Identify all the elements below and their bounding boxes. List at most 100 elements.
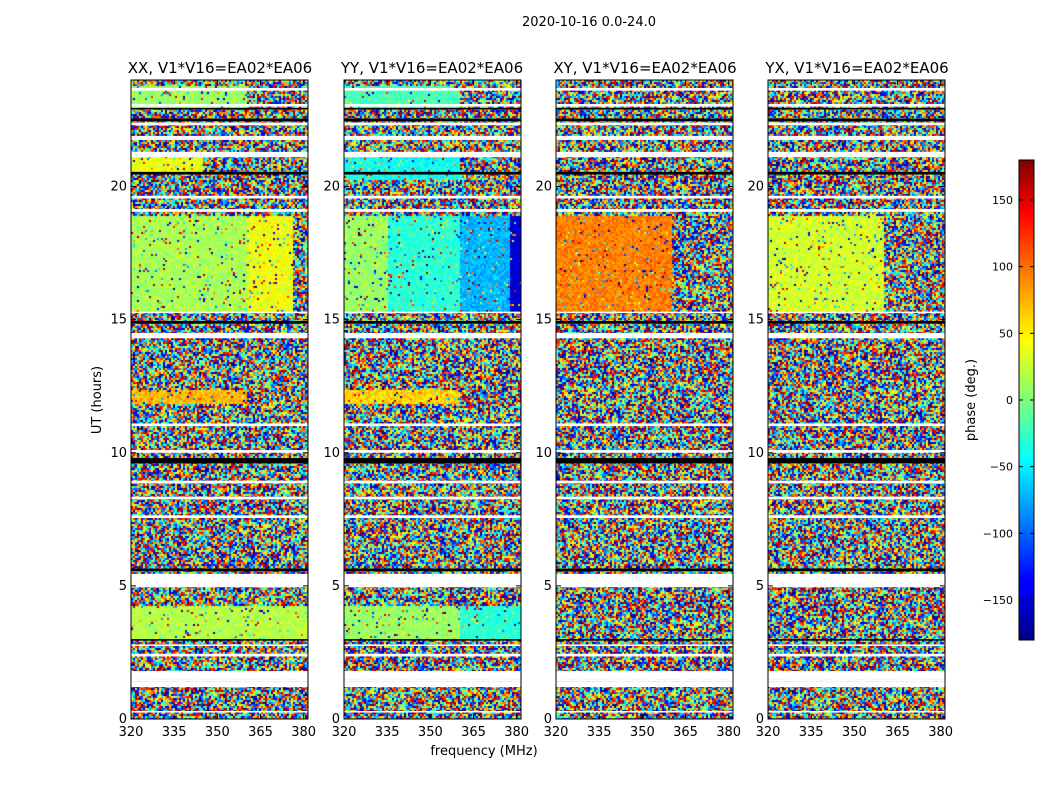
missing-band <box>131 107 308 110</box>
flagged-band <box>556 209 733 212</box>
flagged-band <box>344 423 521 427</box>
heatmap-image <box>768 80 945 719</box>
flagged-band <box>344 711 521 713</box>
x-tick-label: 335 <box>162 725 187 740</box>
flagged-band <box>131 579 308 581</box>
colorbar-tick-label: −150 <box>983 594 1013 607</box>
y-axis: 0 5 10 15 20 <box>110 180 308 727</box>
y-tick-label: 0 <box>756 712 764 727</box>
plot-frame <box>130 79 309 720</box>
flagged-band <box>344 332 521 339</box>
flagged-band <box>344 135 521 140</box>
flagged-band <box>344 480 521 484</box>
flagged-band <box>556 496 733 500</box>
flagged-band <box>131 332 308 339</box>
phase-heatmap <box>768 80 945 719</box>
flagged-band <box>344 679 521 682</box>
flagged-band <box>768 209 945 212</box>
colorbar-tick-label: 150 <box>992 194 1013 207</box>
missing-band <box>344 107 521 110</box>
flagged-band <box>131 711 308 713</box>
flagged-band <box>768 151 945 158</box>
flagged-band <box>556 681 733 688</box>
flagged-band <box>131 135 308 140</box>
x-tick-label: 365 <box>248 725 273 740</box>
y-tick-label: 20 <box>110 180 127 195</box>
phase-heatmap <box>131 80 308 719</box>
missing-band <box>556 107 733 110</box>
y-tick-label: 10 <box>535 446 552 461</box>
colorbar: 150 100 50 0 −50 −100 −150 phase (deg.) <box>964 159 1035 641</box>
flagged-band <box>131 681 308 688</box>
missing-band <box>768 118 945 122</box>
missing-band <box>344 639 521 641</box>
x-tick-label: 350 <box>842 725 867 740</box>
missing-band <box>768 568 945 572</box>
panel-title: YY, V1*V16=EA02*EA06 <box>340 59 523 77</box>
missing-band <box>344 171 521 175</box>
missing-band <box>768 639 945 641</box>
x-tick-label: 365 <box>461 725 486 740</box>
colorbar-tick-label: 100 <box>992 261 1013 274</box>
missing-band <box>131 320 308 324</box>
missing-band <box>768 171 945 175</box>
colorbar-tick-label: 50 <box>999 327 1013 340</box>
flagged-band <box>768 423 945 427</box>
x-tick-label: 335 <box>799 725 824 740</box>
flagged-band <box>344 450 521 453</box>
missing-band <box>556 320 733 324</box>
flagged-band <box>344 122 521 126</box>
y-tick-label: 5 <box>119 579 127 594</box>
x-tick-label: 320 <box>756 725 781 740</box>
colorbar-tick-label: −100 <box>983 527 1013 540</box>
flagged-band <box>768 135 945 140</box>
panel-xy: XY, V1*V16=EA02*EA06 320 335 350 365 380 0 5 1… <box>535 59 741 740</box>
y-axis: 0 5 10 15 20 <box>535 180 733 727</box>
colorbar-label: phase (deg.) <box>964 359 979 441</box>
panel-yx: YX, V1*V16=EA02*EA06 320 335 350 365 380 0 5 1… <box>747 59 953 740</box>
missing-band <box>344 568 521 572</box>
flagged-band <box>556 423 733 427</box>
flagged-band <box>556 579 733 581</box>
y-axis-label: UT (hours) <box>90 366 105 434</box>
x-axis: 320 335 350 365 380 <box>119 80 316 740</box>
y-tick-label: 10 <box>747 446 764 461</box>
flagged-band <box>344 496 521 500</box>
panel-title: YX, V1*V16=EA02*EA06 <box>764 59 948 77</box>
y-tick-label: 5 <box>332 579 340 594</box>
y-tick-label: 15 <box>110 313 127 328</box>
flagged-band <box>768 681 945 688</box>
flagged-band <box>131 450 308 453</box>
flagged-band <box>131 496 308 500</box>
x-tick-label: 380 <box>928 725 953 740</box>
flagged-band <box>556 122 733 126</box>
y-tick-label: 0 <box>119 712 127 727</box>
y-tick-label: 10 <box>110 446 127 461</box>
flagged-band <box>768 579 945 581</box>
missing-band <box>556 118 733 122</box>
y-tick-label: 15 <box>747 313 764 328</box>
flagged-band <box>344 87 521 91</box>
flagged-band <box>131 480 308 484</box>
flagged-band <box>556 671 733 680</box>
x-tick-label: 350 <box>205 725 230 740</box>
x-tick-label: 350 <box>630 725 655 740</box>
flagged-band <box>344 515 521 518</box>
flagged-band <box>768 671 945 680</box>
flagged-band <box>131 423 308 427</box>
missing-band <box>131 458 308 464</box>
flagged-band <box>131 195 308 199</box>
flagged-band <box>768 332 945 339</box>
flagged-band <box>344 103 521 107</box>
missing-band <box>131 568 308 572</box>
flagged-band <box>768 195 945 199</box>
flagged-band <box>768 87 945 91</box>
flagged-band <box>344 681 521 688</box>
flagged-band <box>768 679 945 682</box>
missing-band <box>556 458 733 464</box>
heatmap-image <box>556 80 733 719</box>
figure-suptitle: 2020-10-16 0.0-24.0 <box>522 15 656 30</box>
missing-band <box>556 171 733 175</box>
flagged-band <box>556 332 733 339</box>
phase-heatmap <box>556 80 733 719</box>
